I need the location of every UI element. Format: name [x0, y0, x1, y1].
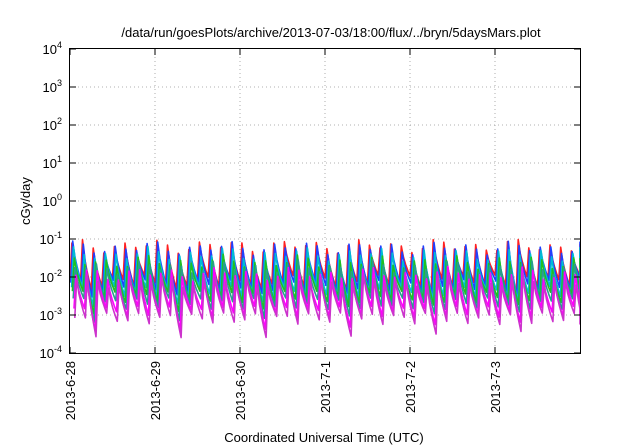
x-ticks: 2013-6-28 2013-6-29 2013-6-30 2013-7-1 2013-…	[63, 49, 503, 420]
x-tick-label: 2013-6-29	[148, 361, 163, 420]
y-ticks: 10-4 10-3 10-2 10-1 100 101 102 103 104	[40, 40, 580, 361]
y-tick-label: 101	[43, 154, 62, 171]
series-group	[69, 238, 581, 339]
plot-frame	[69, 48, 581, 354]
y-tick-label: 103	[43, 78, 62, 95]
chart-title: /data/run/goesPlots/archive/2013-07-03/1…	[121, 25, 541, 40]
series-line	[73, 265, 581, 332]
x-axis-label: Coordinated Universal Time (UTC)	[224, 430, 423, 445]
x-tick-label: 2013-6-30	[233, 361, 248, 420]
y-tick-label: 10-1	[40, 230, 62, 247]
y-tick-label: 10-3	[40, 306, 62, 323]
y-tick-label: 104	[43, 40, 62, 57]
series-line	[74, 272, 581, 339]
y-tick-label: 100	[43, 192, 62, 209]
x-tick-label: 2013-6-28	[63, 361, 78, 420]
x-tick-label: 2013-7-2	[403, 361, 418, 413]
y-tick-label: 102	[43, 116, 62, 133]
x-tick-label: 2013-7-1	[318, 361, 333, 413]
y-tick-label: 10-2	[40, 268, 62, 285]
y-axis-label: cGy/day	[18, 177, 33, 225]
grid	[70, 49, 580, 353]
y-tick-label: 10-4	[40, 344, 62, 361]
x-tick-label: 2013-7-3	[488, 361, 503, 413]
